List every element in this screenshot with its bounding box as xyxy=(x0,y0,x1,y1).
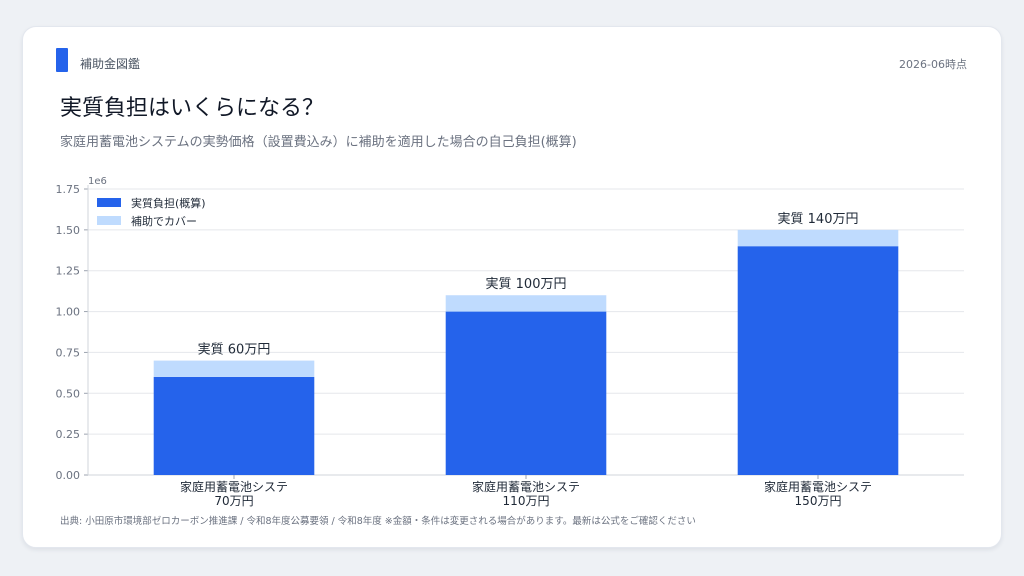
bar-subsidy-cover xyxy=(737,229,899,247)
legend-label: 補助でカバー xyxy=(131,214,197,228)
x-tick-label: 70万円 xyxy=(214,494,253,508)
source-footnote: 出典: 小田原市環境部ゼロカーボン推進課 / 令和8年度公募要領 / 令和8年度… xyxy=(60,516,696,527)
page-title: 実質負担はいくらになる？ xyxy=(60,96,325,121)
y-tick-label: 0.50 xyxy=(56,387,81,400)
brand-accent-bar xyxy=(56,48,68,72)
as-of-date: 2026-06時点 xyxy=(899,58,967,71)
legend-swatch xyxy=(97,198,121,207)
page-subtitle: 家庭用蓄電池システムの実勢価格（設置費込み）に補助を適用した場合の自己負担(概算… xyxy=(60,135,577,150)
bar-self-burden xyxy=(445,311,607,475)
y-tick-label: 1.75 xyxy=(56,183,81,196)
brand-label: 補助金図鑑 xyxy=(80,57,141,71)
legend-swatch xyxy=(97,216,121,225)
bar-self-burden xyxy=(737,246,899,475)
y-tick-label: 1.00 xyxy=(56,306,81,319)
y-tick-label: 0.75 xyxy=(56,346,81,359)
bar-value-label: 実質 60万円 xyxy=(198,342,271,358)
bar-self-burden xyxy=(153,376,315,475)
x-tick-label: 110万円 xyxy=(503,494,550,508)
bar-subsidy-cover xyxy=(445,295,607,312)
bar-value-label: 実質 100万円 xyxy=(486,276,567,292)
x-tick-label: 家庭用蓄電池システ xyxy=(180,479,288,494)
y-tick-label: 1.50 xyxy=(56,224,81,237)
legend-label: 実質負担(概算) xyxy=(131,196,206,210)
y-tick-label: 0.25 xyxy=(56,428,81,441)
bar-value-label: 実質 140万円 xyxy=(778,211,859,227)
y-tick-label: 1.25 xyxy=(56,265,81,278)
y-tick-label: 0.00 xyxy=(56,469,81,482)
x-tick-label: 150万円 xyxy=(795,494,842,508)
x-tick-label: 家庭用蓄電池システ xyxy=(764,479,872,494)
bar-subsidy-cover xyxy=(153,360,315,377)
y-offset-label: 1e6 xyxy=(88,176,107,187)
x-tick-label: 家庭用蓄電池システ xyxy=(472,479,580,494)
